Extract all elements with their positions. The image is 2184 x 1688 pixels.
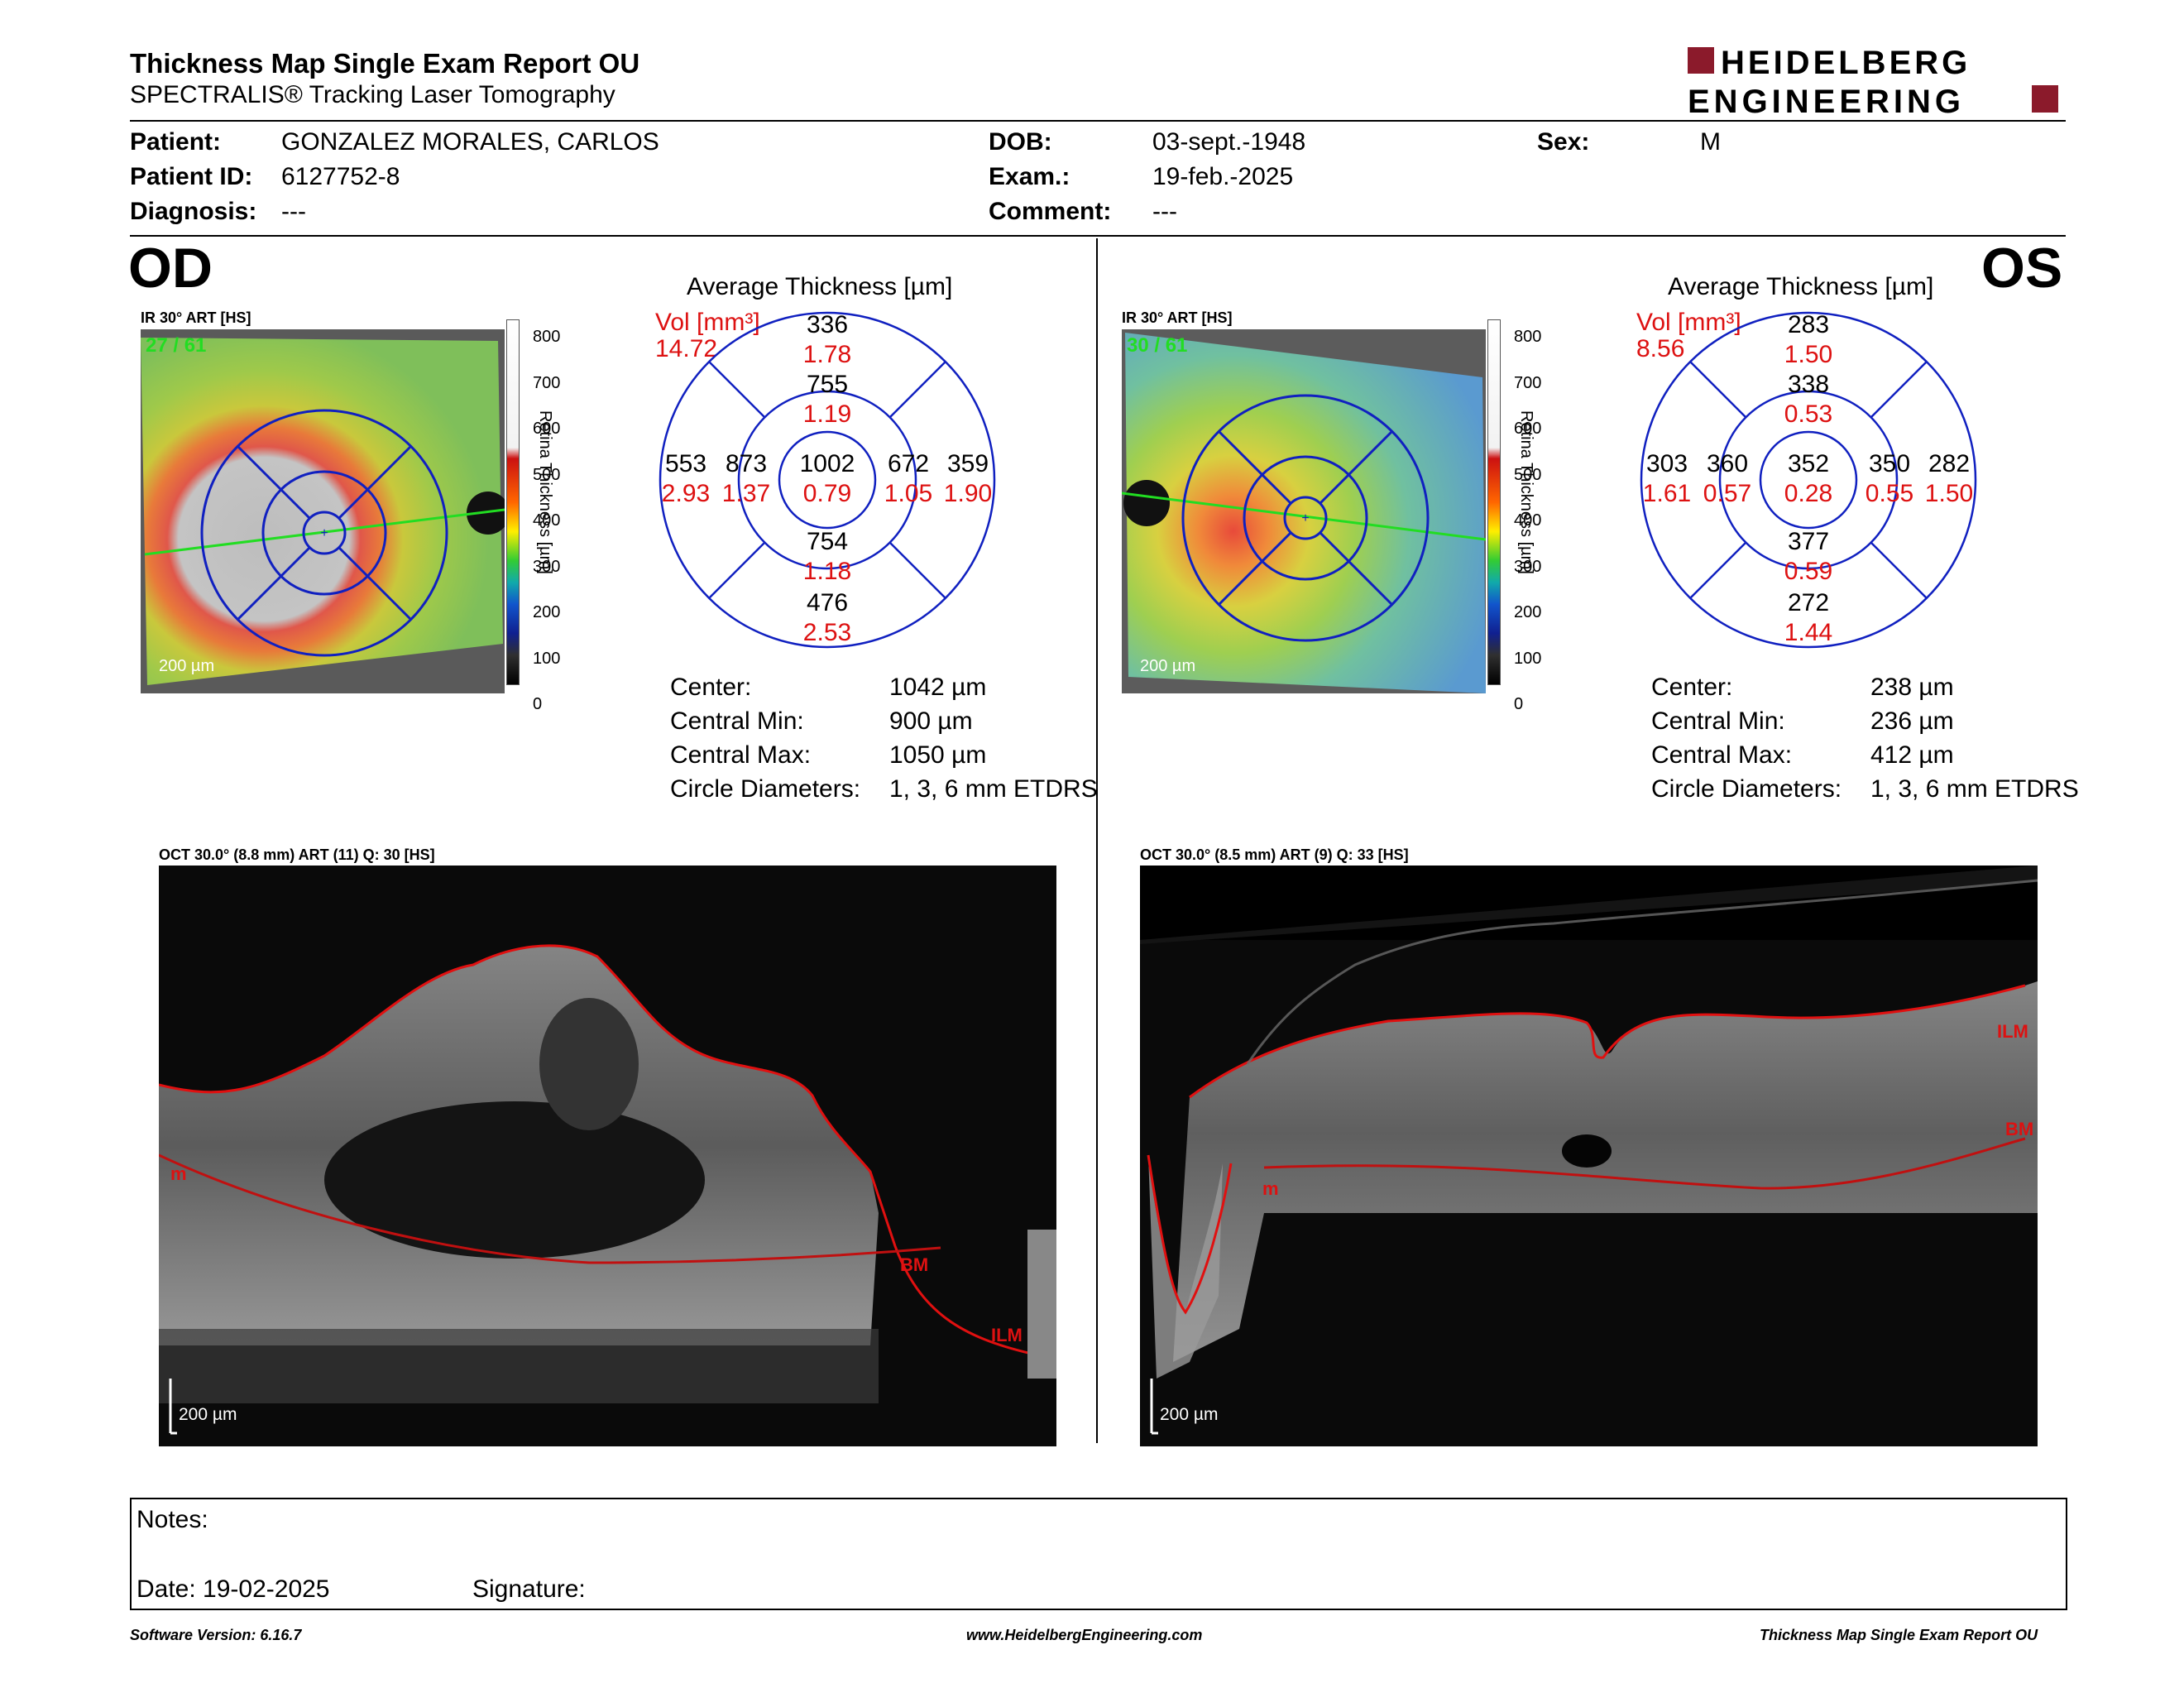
od-sector-inferior-inner: 754 1.18 [802,528,852,585]
os-vol-value: 8.56 [1636,335,1685,362]
od-oct-scan: m BM ILM 200 µm [159,866,1056,1446]
od-sector-inferior-outer: 476 2.53 [802,589,852,646]
os-stats-labels: Center: Central Min: Central Max: Circle Di… [1651,674,1842,803]
dob: 03-sept.-1948 [1152,128,1306,156]
os-sector-inferior-outer: 272 1.44 [1784,589,1833,646]
os-layer-m: m [1262,1178,1279,1199]
os-sector-temporal-inner: 360 0.57 [1703,450,1752,507]
os-vol-label: Vol [mm³] [1636,309,1741,336]
os-sector-nasal-inner: 350 0.55 [1865,450,1914,507]
os-avg-title: Average Thickness [µm] [1668,273,1934,300]
od-fundus-map: + 27 / 61 200 µm [141,329,510,693]
od-stats-labels: Center: Central Min: Central Max: Circle Di… [670,674,861,803]
od-sector-nasal-inner: 873 1.37 [721,450,771,507]
svg-text:+: + [1301,511,1309,525]
dob-label: DOB: [989,128,1052,156]
footer-software: Software Version: 6.16.7 [130,1627,302,1643]
od-colorbar-title: Retina Thickness [µm] [536,410,554,574]
od-avg-title: Average Thickness [µm] [687,273,953,300]
report-subtitle: SPECTRALIS® Tracking Laser Tomography [130,81,615,108]
patient-id: 6127752-8 [281,163,400,190]
od-etdrs-grid: 336 1.78 755 1.19 1002 0.79 553 2.93 873 1.37… [658,310,997,650]
comment-label: Comment: [989,198,1112,225]
od-sector-nasal-outer: 553 2.93 [661,450,711,507]
od-sector-center: 1002 0.79 [799,450,855,507]
os-oct-scan: ILM BM m 200 µm [1140,866,2038,1446]
os-fundus-scale: 200 µm [1140,657,1196,675]
os-sector-nasal-outer: 282 1.50 [1924,450,1974,507]
od-layer-m: m [170,1163,187,1184]
od-sector-superior-inner: 755 1.19 [802,371,852,428]
os-sector-center: 352 0.28 [1784,450,1833,507]
os-oct-scale: 200 µm [1160,1405,1219,1424]
od-oct-scale: 200 µm [179,1405,237,1424]
os-colorbar: 800 700 600 500 400 300 200 100 0 Retina Thickne… [1487,319,1562,713]
od-sector-temporal-outer: 359 1.90 [943,450,993,507]
diagnosis: --- [281,198,306,225]
footer-website[interactable]: www.HeidelbergEngineering.com [966,1627,1203,1643]
od-fundus-scale: 200 µm [159,657,215,675]
brand-logo-graphic: HEIDELBERG ENGINEERING [1688,45,2058,120]
notes-box[interactable]: Notes: Date: 19-02-2025 Signature: [130,1498,2067,1610]
os-sector-superior-outer: 283 1.50 [1784,311,1833,368]
patient-id-label: Patient ID: [130,163,253,190]
os-layer-ilm: ILM [1997,1021,2028,1042]
brand-line2: ENGINEERING [1688,84,1965,117]
od-vol-value: 14.72 [655,335,718,362]
os-etdrs-grid: 283 1.50 338 0.53 352 0.28 303 1.61 360 0.57 … [1639,310,1978,650]
patient-label: Patient: [130,128,222,156]
od-ir-label: IR 30° ART [HS] [141,309,251,326]
os-colorbar-title: Retina Thickness [µm] [1517,410,1535,574]
date-label: Date: 19-02-2025 [136,1575,330,1603]
od-oct-label: OCT 30.0° (8.8 mm) ART (11) Q: 30 [HS] [159,846,435,863]
os-oct-label: OCT 30.0° (8.5 mm) ART (9) Q: 33 [HS] [1140,846,1409,863]
od-sector-temporal-inner: 672 1.05 [884,450,933,507]
diagnosis-label: Diagnosis: [130,198,257,225]
brand-line1: HEIDELBERG [1721,45,1971,81]
os-sector-temporal-outer: 303 1.61 [1642,450,1692,507]
od-colorbar: 800 700 600 500 400 300 200 100 0 Retina Thickne… [506,319,581,713]
os-stats-values: 238 µm 236 µm 412 µm 1, 3, 6 mm ETDRS [1870,674,2079,803]
od-stats-values: 1042 µm 900 µm 1050 µm 1, 3, 6 mm ETDRS [889,674,1098,803]
os-volume: Vol [mm³] 8.56 [1636,309,1741,362]
eye-label-od: OD [128,237,213,300]
signature-label: Signature: [472,1575,586,1603]
patient-name: GONZALEZ MORALES, CARLOS [281,128,659,156]
od-frame-counter: 27 / 61 [146,334,207,357]
footer-report-name: Thickness Map Single Exam Report OU [1760,1627,2038,1643]
os-frame-counter: 30 / 61 [1127,334,1188,357]
svg-text:+: + [320,526,328,540]
os-ir-label: IR 30° ART [HS] [1122,309,1233,326]
notes-label: Notes: [136,1506,208,1533]
od-layer-ilm: ILM [991,1325,1023,1345]
os-fundus-map: + 30 / 61 200 µm [1121,329,1487,693]
report-title: Thickness Map Single Exam Report OU [130,48,640,79]
os-sector-inferior-inner: 377 0.59 [1784,528,1833,585]
od-vol-label: Vol [mm³] [655,309,760,336]
os-sector-superior-inner: 338 0.53 [1784,371,1833,428]
exam-label: Exam.: [989,163,1070,190]
eye-label-os: OS [1981,237,2063,300]
brand-logo: HEIDELBERG ENGINEERING [1688,43,2068,120]
od-layer-bm: BM [900,1254,929,1275]
od-sector-superior-outer: 336 1.78 [802,311,852,368]
od-volume: Vol [mm³] 14.72 [655,309,760,362]
eye-divider [1096,238,1098,1443]
os-layer-bm: BM [2005,1119,2034,1139]
exam-date: 19-feb.-2025 [1152,163,1294,190]
sex-label: Sex: [1537,128,1590,156]
comment: --- [1152,198,1177,225]
sex: M [1700,128,1721,156]
